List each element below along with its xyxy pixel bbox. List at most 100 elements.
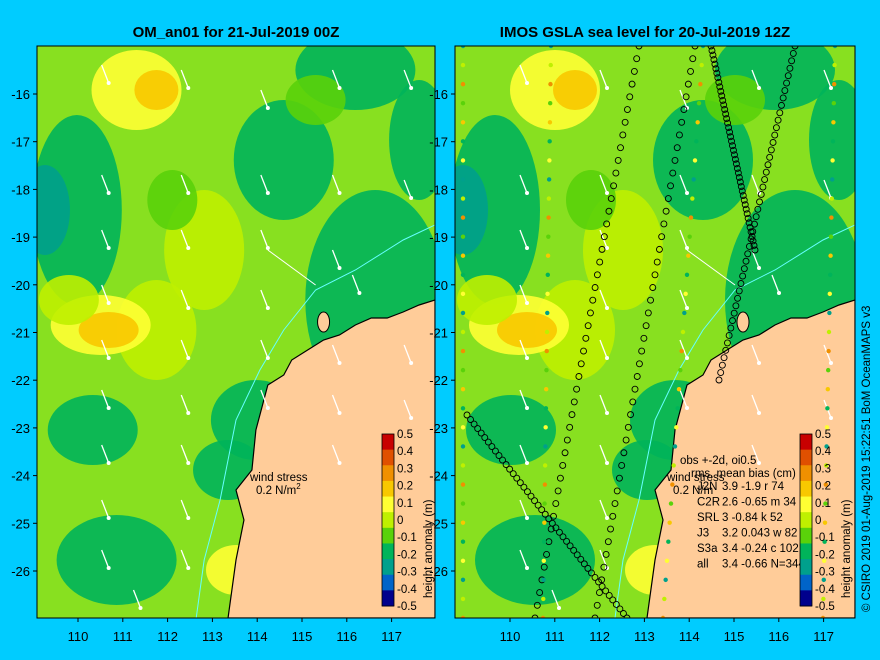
obs-dot	[832, 62, 837, 68]
wind-arrow	[519, 229, 528, 249]
y-tick-label: -16	[11, 87, 30, 102]
wind-arrow-head	[106, 516, 111, 520]
obs-track-point	[710, 56, 718, 64]
wind-arrow	[599, 394, 608, 414]
obs-track-point	[691, 46, 699, 50]
obs-track-point	[595, 589, 603, 597]
obs-track-point	[570, 398, 578, 406]
obs-track-point	[709, 51, 717, 59]
wind-arrow	[679, 389, 688, 409]
obs-dot	[460, 46, 466, 49]
obs-dot	[545, 310, 550, 316]
colorbar-tick-label: -0.1	[815, 532, 835, 544]
obs-track-point	[600, 563, 608, 571]
obs-dot	[670, 482, 675, 487]
obs-dot	[460, 425, 466, 430]
right-colorbar: 0.5 0.4 0.3 0.2 0.1 0 -0.1 -0.2 -0.3 -0.4 -0.5 heig…	[799, 429, 853, 613]
obs-dot	[671, 463, 676, 468]
wind-arrow	[351, 274, 361, 294]
y-tick-label: -24	[429, 469, 448, 484]
obs-track-point	[543, 550, 551, 558]
obs-track-point	[662, 207, 670, 215]
obs-track-point	[730, 309, 738, 317]
wind-arrow	[823, 179, 832, 199]
obs-track-point	[640, 334, 648, 342]
obs-dot	[460, 310, 466, 316]
stats-row-values: 3.4 -0.24 c 102	[722, 543, 799, 555]
obs-track-point	[513, 474, 521, 482]
obs-track-point	[720, 354, 728, 362]
obs-track-point	[629, 398, 637, 406]
obs-dot	[460, 329, 466, 335]
left-colorbar: 0.5 0.4 0.3 0.2 0.1 0 -0.1 -0.2 -0.3 -0.4 -0.5 heig…	[381, 429, 435, 613]
obs-track-point	[556, 474, 564, 482]
wind-arrow-head	[186, 566, 191, 570]
wind-arrow	[751, 174, 760, 194]
x-tick-label: 115	[292, 629, 313, 644]
obs-dot	[830, 139, 836, 144]
colorbar-segment	[800, 590, 812, 607]
wind-arrow	[519, 549, 528, 569]
wind-arrow	[519, 284, 528, 304]
obs-dot	[460, 158, 466, 163]
colorbar-tick-label: 0.4	[397, 446, 414, 458]
obs-track-point	[717, 369, 725, 377]
obs-header: obs +-2d, oi0.5	[680, 455, 756, 467]
obs-track-point	[673, 144, 681, 152]
colorbar-tick-label: -0.3	[397, 567, 417, 579]
obs-dot	[543, 406, 549, 411]
wind-arrow-head	[525, 191, 529, 195]
obs-track-point	[582, 334, 590, 342]
anomaly-region	[38, 275, 99, 325]
obs-dot	[674, 425, 679, 430]
obs-track-point	[680, 106, 688, 114]
obs-dot	[548, 62, 553, 68]
obs-track-point	[721, 106, 729, 113]
wind-arrow-head	[685, 306, 689, 310]
obs-dot	[460, 272, 466, 277]
obs-track-point	[533, 601, 541, 609]
colorbar-tick-label: 0	[397, 515, 403, 527]
obs-dot	[828, 234, 834, 239]
obs-dot	[542, 463, 548, 468]
wind-arrow	[180, 229, 189, 249]
anomaly-region	[457, 275, 517, 325]
obs-track-point	[563, 436, 571, 444]
wind-arrow-head	[557, 606, 561, 610]
shelf-contour	[614, 224, 855, 618]
obs-dot	[542, 501, 547, 506]
obs-track-point	[550, 512, 557, 520]
obs-track-point	[481, 434, 489, 442]
obs-track-point	[718, 361, 726, 369]
obs-track-point	[612, 169, 620, 177]
obs-track-point	[718, 92, 726, 100]
obs-track-point	[538, 506, 546, 514]
colorbar-segment	[382, 496, 394, 513]
wind-arrow-head	[138, 606, 143, 610]
obs-track-point	[527, 492, 535, 500]
obs-dot	[821, 596, 826, 602]
y-tick-label: -21	[429, 326, 448, 341]
wind-arrow-head	[409, 416, 414, 420]
obs-dot	[672, 444, 678, 449]
wind-arrow	[519, 174, 528, 194]
stats-row-name: J2N	[697, 481, 721, 493]
wind-arrow-head	[106, 301, 111, 305]
wind-arrow	[599, 339, 608, 359]
obs-track-point	[727, 324, 735, 332]
obs-track-point	[740, 196, 748, 204]
obs-track-point	[611, 500, 619, 508]
obs-track-point	[623, 106, 631, 114]
wind-arrow-head	[337, 266, 342, 270]
x-tick-label: 110	[500, 629, 521, 644]
obs-dot	[824, 444, 829, 449]
obs-track-point	[605, 207, 613, 215]
obs-dot	[460, 596, 466, 602]
anomaly-region	[455, 165, 488, 255]
obs-dot	[675, 406, 680, 411]
colorbar-tick-label: -0.5	[815, 601, 835, 613]
obs-track-point	[477, 429, 485, 437]
colorbar-segment	[382, 480, 394, 498]
obs-dot	[678, 367, 683, 373]
wind-arrow-head	[265, 106, 270, 110]
